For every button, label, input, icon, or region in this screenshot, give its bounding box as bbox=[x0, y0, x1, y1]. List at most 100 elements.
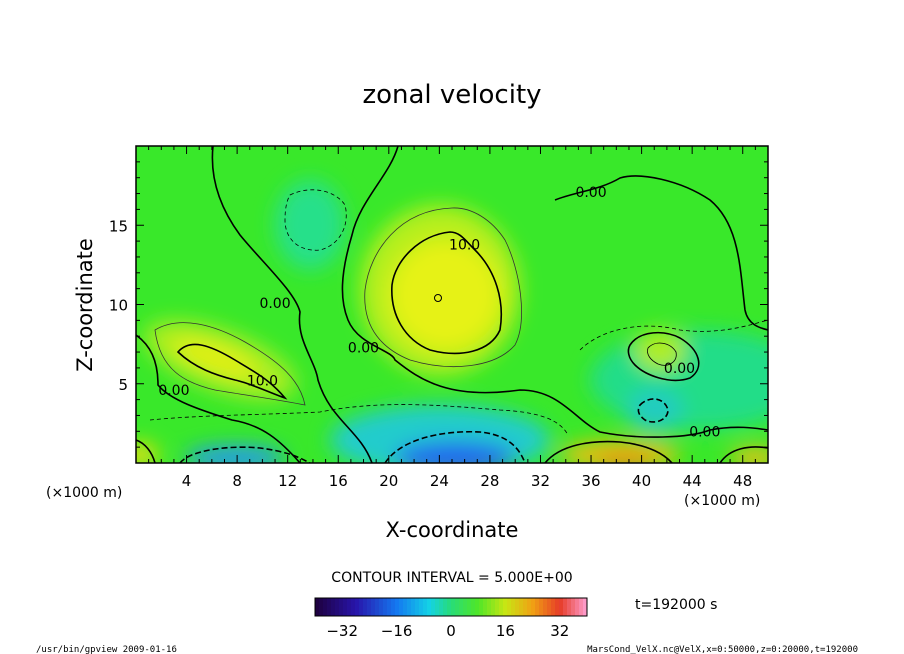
field-cyan-top bbox=[275, 180, 345, 270]
colorbar-tick-label: 16 bbox=[496, 622, 515, 640]
colorbar-cell bbox=[431, 598, 436, 616]
colorbar-cell bbox=[343, 598, 348, 616]
colorbar-cell bbox=[551, 598, 556, 616]
contour-zero-bottom-corner bbox=[719, 446, 768, 463]
x-tick-label: 32 bbox=[531, 472, 550, 490]
field-bottom-corner-orange bbox=[730, 448, 768, 463]
colorbar-cell bbox=[415, 598, 420, 616]
colorbar-cell bbox=[471, 598, 476, 616]
colorbar-cell bbox=[427, 598, 432, 616]
colorbar-cell bbox=[555, 598, 560, 616]
contour-zero-mid bbox=[341, 146, 768, 438]
colorbar-cell bbox=[527, 598, 532, 616]
field-upper-core bbox=[390, 240, 500, 350]
colorbar-cell bbox=[327, 598, 332, 616]
colorbar-cell bbox=[499, 598, 504, 616]
contour-five-upper bbox=[364, 207, 522, 367]
colorbar-cell bbox=[543, 598, 548, 616]
field-bottom-right-red bbox=[595, 456, 655, 463]
colorbar-cell bbox=[443, 598, 448, 616]
chart-title: zonal velocity bbox=[362, 80, 541, 110]
contour-interval-text: CONTOUR INTERVAL = 5.000E+00 bbox=[331, 570, 572, 586]
colorbar-cell bbox=[395, 598, 400, 616]
contour-ten-upper bbox=[391, 231, 503, 355]
colorbar-cell bbox=[503, 598, 508, 616]
colorbar-cell bbox=[315, 598, 320, 616]
contour-minus5-bottom bbox=[149, 404, 569, 436]
time-label: t=192000 s bbox=[635, 597, 717, 613]
colorbar-cell bbox=[411, 598, 416, 616]
contour-minus10-bottom bbox=[179, 446, 311, 463]
colorbar-cell bbox=[547, 598, 552, 616]
contour-labels: 0.00 0.00 0.00 10.0 10.0 0.00 0.00 0.00 bbox=[158, 185, 720, 440]
x-axis-label: X-coordinate bbox=[386, 518, 519, 542]
colorbar-cell bbox=[387, 598, 392, 616]
contour-minus10-right bbox=[637, 398, 669, 423]
contour-zero-left bbox=[211, 146, 373, 463]
colorbar-cell bbox=[383, 598, 388, 616]
field-bottom-left-blue bbox=[185, 446, 285, 463]
colorbar-cell bbox=[511, 598, 516, 616]
plot-area: 0.00 0.00 0.00 10.0 10.0 0.00 0.00 0.00 bbox=[136, 146, 768, 463]
y-tick-label: 5 bbox=[118, 376, 128, 394]
field-cyan-right bbox=[590, 330, 768, 430]
colorbar-cell bbox=[447, 598, 452, 616]
contour-minus10-bottom-mid bbox=[384, 430, 526, 463]
field-left-core bbox=[172, 337, 258, 379]
y-axis: 5 10 15 bbox=[109, 161, 768, 448]
colorbar-tick-label: 32 bbox=[550, 622, 569, 640]
field-bottom-right-orange bbox=[560, 441, 680, 463]
colorbar-cell bbox=[515, 598, 520, 616]
colorbar-tick-label: 0 bbox=[446, 622, 456, 640]
contour-label: 10.0 bbox=[247, 374, 278, 390]
colorbar-cell bbox=[535, 598, 540, 616]
contour-ten-left bbox=[176, 343, 288, 400]
colorbar-cell bbox=[319, 598, 324, 616]
contour-zero-right-loop bbox=[627, 331, 700, 382]
colorbar-cell bbox=[391, 598, 396, 616]
contour-label: 0.00 bbox=[575, 185, 606, 201]
contour-label: 0.00 bbox=[689, 424, 720, 440]
field-cyan-center bbox=[627, 388, 683, 432]
colorbar-cell bbox=[323, 598, 328, 616]
x-axis: 4 8 12 16 20 24 28 32 36 40 44 48 bbox=[148, 146, 756, 490]
contour-five-right-loop bbox=[647, 342, 677, 366]
colorbar-cell bbox=[463, 598, 468, 616]
colorbar-cell bbox=[399, 598, 404, 616]
colorbar-cell bbox=[483, 598, 488, 616]
colorbar-cell bbox=[379, 598, 384, 616]
contour-zero-bottom-right bbox=[544, 440, 673, 463]
colorbar-tick-label: −16 bbox=[381, 622, 413, 640]
colorbar-cell bbox=[563, 598, 568, 616]
colorbar-cell bbox=[371, 598, 376, 616]
x-tick-label: 40 bbox=[632, 472, 651, 490]
contour-label: 10.0 bbox=[449, 237, 480, 253]
x-tick-label: 16 bbox=[329, 472, 348, 490]
colorbar-ticks: −32 −16 0 16 32 bbox=[326, 622, 569, 640]
colorbar-cell bbox=[579, 598, 584, 616]
x-tick-label: 36 bbox=[581, 472, 600, 490]
colorbar-cell bbox=[567, 598, 572, 616]
colorbar-frame bbox=[314, 597, 588, 617]
x-tick-label: 24 bbox=[430, 472, 449, 490]
field-bottom-blue bbox=[395, 442, 515, 463]
colorbar-cell bbox=[539, 598, 544, 616]
x-tick-label: 44 bbox=[683, 472, 702, 490]
colorbar-cell bbox=[507, 598, 512, 616]
colorbar-cell bbox=[419, 598, 424, 616]
contour-zero-corner-left bbox=[136, 439, 156, 463]
colorbar-cell bbox=[571, 598, 576, 616]
x-tick-label: 12 bbox=[278, 472, 297, 490]
x-tick-label: 8 bbox=[232, 472, 242, 490]
colorbar-cell bbox=[375, 598, 380, 616]
y-axis-label: Z-coordinate bbox=[73, 238, 97, 372]
field-right-yellow bbox=[635, 330, 685, 370]
colorbar-cell bbox=[519, 598, 524, 616]
colorbar-cell bbox=[351, 598, 356, 616]
x-tick-label: 4 bbox=[182, 472, 192, 490]
colorbar-tick-label: −32 bbox=[326, 622, 358, 640]
x-unit-left: (×1000 m) bbox=[46, 485, 122, 501]
colorbar-cell bbox=[355, 598, 360, 616]
colorbar-cell bbox=[575, 598, 580, 616]
